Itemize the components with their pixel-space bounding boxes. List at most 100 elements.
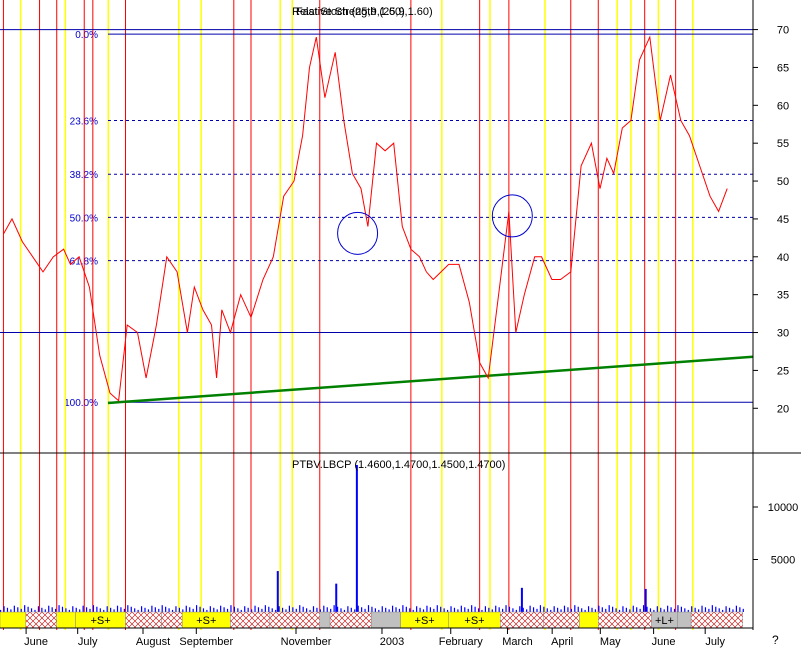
x-label-10: June xyxy=(652,636,676,648)
volume-bar-80 xyxy=(275,609,277,612)
volume-bar-85 xyxy=(292,607,294,612)
volume-bar-93 xyxy=(319,609,321,612)
volume-bar-184 xyxy=(632,605,634,612)
volume-bar-17 xyxy=(58,605,60,612)
volume-bar-94 xyxy=(323,605,325,612)
volume-bar-125 xyxy=(429,607,431,612)
signal-label-12: +S+ xyxy=(415,615,435,627)
volume-bar-37 xyxy=(127,605,129,612)
volume-bar-186 xyxy=(639,608,641,612)
volume-bar-137 xyxy=(471,605,473,612)
volume-bar-51 xyxy=(175,606,177,612)
x-label-8: April xyxy=(551,636,573,648)
x-label-7: March xyxy=(502,636,533,648)
volume-bar-73 xyxy=(251,609,253,612)
signal-strip: +S+ +S+ +S+ +S+ +L+ xyxy=(0,611,743,629)
volume-bar-71 xyxy=(244,606,246,612)
volume-bar-206 xyxy=(708,608,710,612)
volume-bars xyxy=(0,465,744,612)
volume-bar-8 xyxy=(27,606,29,612)
volume-bar-168 xyxy=(577,606,579,612)
volume-bar-31 xyxy=(106,606,108,612)
y-tick-label-1: 25 xyxy=(777,365,789,377)
x-label-2: August xyxy=(136,636,170,648)
volume-bar-38 xyxy=(130,606,132,612)
volume-bar-150 xyxy=(515,609,517,612)
volume-bar-105 xyxy=(361,607,363,612)
x-label-3: September xyxy=(179,636,233,648)
volume-bar-196 xyxy=(673,608,676,612)
y-tick-label-5: 45 xyxy=(777,214,789,226)
volume-bar-123 xyxy=(422,609,425,612)
volume-bar-59 xyxy=(202,608,205,612)
volume-bar-187 xyxy=(642,605,645,612)
volume-bar-143 xyxy=(491,609,493,612)
volume-bar-204 xyxy=(701,605,703,612)
volume-spike-2 xyxy=(355,465,358,612)
volume-bar-19 xyxy=(65,608,67,612)
volume-bar-128 xyxy=(440,606,442,612)
volume-bar-201 xyxy=(691,606,693,612)
volume-bar-127 xyxy=(436,605,438,612)
x-label-6: February xyxy=(439,636,484,648)
y-tick-label-10: 70 xyxy=(777,25,789,37)
volume-bar-77 xyxy=(264,605,266,612)
volume-bar-116 xyxy=(398,608,401,612)
signal-label-3: +S+ xyxy=(90,615,110,627)
volume-bar-88 xyxy=(302,606,304,612)
volume-bar-194 xyxy=(667,605,669,612)
volume-bar-216 xyxy=(742,608,744,612)
y-tick-label-2: 30 xyxy=(777,328,789,340)
volume-bar-20 xyxy=(68,609,70,612)
volume-bar-47 xyxy=(161,605,163,612)
volume-bar-174 xyxy=(598,605,600,612)
volume-bar-25 xyxy=(85,607,88,612)
volume-bar-89 xyxy=(306,608,308,612)
volume-bar-134 xyxy=(460,605,462,612)
volume-bar-140 xyxy=(481,609,483,612)
volume-bar-214 xyxy=(735,605,738,612)
volume-bar-190 xyxy=(653,609,655,612)
signal-label-13: +S+ xyxy=(464,615,484,627)
volume-bar-215 xyxy=(739,607,741,612)
signal-segment-15 xyxy=(543,611,580,629)
volume-bar-162 xyxy=(557,607,559,612)
volume-bar-208 xyxy=(715,606,717,612)
volume-bar-16 xyxy=(55,608,57,612)
volume-bar-185 xyxy=(636,607,638,612)
volume-bar-172 xyxy=(591,607,593,612)
volume-spike-1 xyxy=(335,583,338,612)
volume-bar-0 xyxy=(0,609,2,612)
volume-bar-179 xyxy=(615,608,617,612)
rs-series-layer xyxy=(2,35,728,402)
volume-bar-111 xyxy=(381,606,383,612)
chart-title: Relative Strength (25,9,1.60) xyxy=(292,6,433,18)
volume-bar-97 xyxy=(333,605,335,612)
volume-bar-189 xyxy=(649,608,652,612)
volume-bar-24 xyxy=(82,605,84,612)
volume-bar-139 xyxy=(477,608,480,612)
volume-bar-198 xyxy=(680,606,682,612)
fib-label-5: 100.0% xyxy=(64,398,98,409)
volume-bar-64 xyxy=(220,605,222,612)
volume-bar-115 xyxy=(395,607,397,612)
volume-bar-36 xyxy=(123,608,125,612)
y-tick-label-3: 35 xyxy=(777,290,789,302)
vol-tick-label-1: 10000 xyxy=(768,502,799,514)
volume-bar-74 xyxy=(254,605,256,612)
volume-bar-53 xyxy=(182,609,184,612)
signal-segment-4 xyxy=(125,611,162,629)
signal-segment-2 xyxy=(56,611,76,629)
volume-bar-138 xyxy=(474,606,476,612)
volume-bar-210 xyxy=(722,609,724,612)
volume-bar-112 xyxy=(385,607,387,612)
volume-bar-131 xyxy=(450,606,452,612)
volume-bar-96 xyxy=(330,608,332,612)
volume-bar-22 xyxy=(75,607,77,612)
volume-bar-55 xyxy=(189,607,191,612)
volume-bar-66 xyxy=(226,608,229,612)
volume-bar-145 xyxy=(498,607,500,612)
volume-spike-0 xyxy=(276,571,279,612)
volume-bar-58 xyxy=(199,606,201,612)
volume-bar-91 xyxy=(312,606,315,612)
